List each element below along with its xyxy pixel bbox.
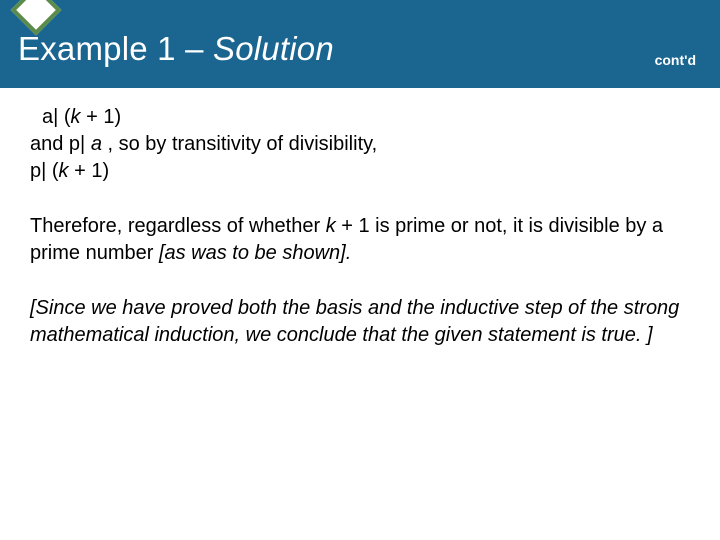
slide-title: Example 1 – Solution — [18, 30, 334, 68]
var-k: k — [71, 106, 81, 128]
line-1: a| (k + 1) — [30, 104, 690, 131]
text: and p| — [30, 133, 91, 155]
var-k: k — [326, 215, 336, 237]
var-k: k — [59, 160, 69, 182]
text: Therefore, regardless of whether — [30, 215, 326, 237]
note-text: [as was to be shown]. — [159, 242, 351, 264]
line-2: and p| a , so by transitivity of divisib… — [30, 131, 690, 158]
var-a: a — [91, 133, 102, 155]
text: + 1) — [69, 160, 110, 182]
slide-body: a| (k + 1) and p| a , so by transitivity… — [0, 88, 720, 349]
text: , so by transitivity of divisibility, — [102, 133, 377, 155]
paragraph-1: a| (k + 1) and p| a , so by transitivity… — [30, 104, 690, 185]
text: a| ( — [42, 106, 71, 128]
line-3: p| (k + 1) — [30, 158, 690, 185]
title-text-italic: Solution — [213, 30, 334, 67]
paragraph-2: Therefore, regardless of whether k + 1 i… — [30, 213, 690, 267]
text: p| ( — [30, 160, 59, 182]
paragraph-3: [Since we have proved both the basis and… — [30, 295, 690, 349]
text: + 1) — [81, 106, 122, 128]
slide-header: Example 1 – Solution cont'd — [0, 0, 720, 88]
title-text-plain: Example 1 – — [18, 30, 213, 67]
continued-label: cont'd — [655, 52, 696, 68]
